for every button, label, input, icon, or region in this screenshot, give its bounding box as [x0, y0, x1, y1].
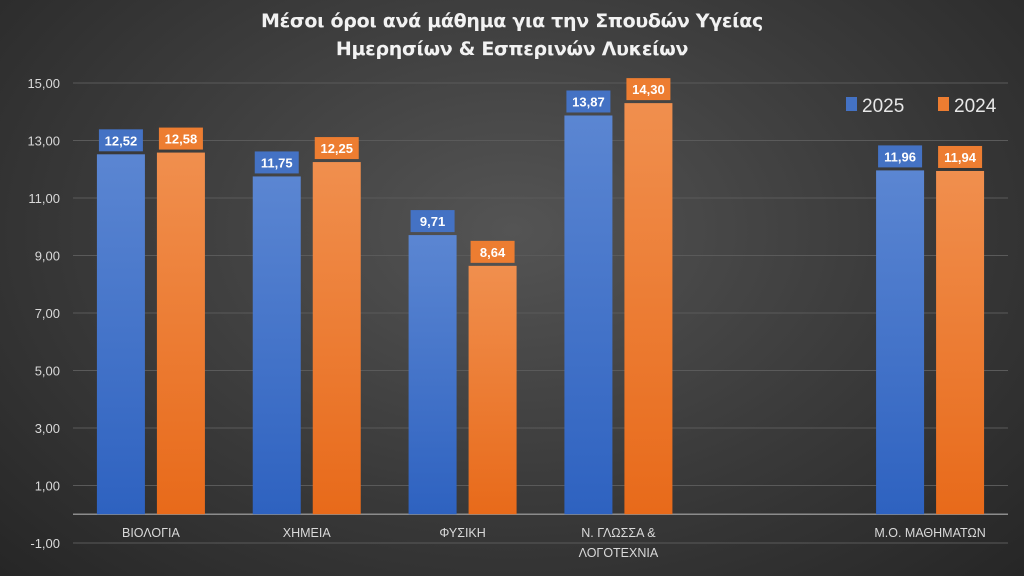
bar-2025 — [252, 176, 301, 515]
chart-title-line-2: Ημερησίων & Εσπερινών Λυκείων — [335, 38, 689, 60]
data-label-box-2025 — [878, 145, 923, 168]
x-tick-label: Μ.Ο. ΜΑΘΗΜΑΤΩΝ — [874, 526, 985, 540]
data-label-2024: 11,94 — [944, 150, 977, 165]
y-tick-label: 9,00 — [35, 249, 60, 264]
bar-2024 — [312, 162, 361, 515]
data-label-box-2024 — [470, 240, 515, 263]
y-tick-label: 15,00 — [27, 76, 60, 91]
data-label-box-2024 — [626, 78, 671, 101]
y-tick-label: 7,00 — [35, 306, 60, 321]
legend-label-2025: 2025 — [862, 96, 904, 117]
bar-2024 — [468, 265, 517, 515]
legend-swatch-2025 — [846, 97, 857, 111]
data-label-2025: 13,87 — [572, 94, 605, 109]
bar-2025 — [876, 170, 925, 515]
x-tick-label: ΒΙΟΛΟΓΙΑ — [122, 526, 180, 540]
bar-2025 — [408, 235, 457, 515]
y-tick-label: -1,00 — [30, 536, 60, 551]
data-label-box-2024 — [158, 127, 203, 150]
bar-2024 — [156, 152, 205, 515]
legend-label-2024: 2024 — [954, 96, 997, 117]
bar-2025 — [96, 154, 145, 515]
x-tick-label: Ν. ΓΛΩΣΣΑ & — [581, 526, 656, 540]
x-tick-label: ΧΗΜΕΙΑ — [283, 526, 332, 540]
data-label-box-2025 — [98, 129, 143, 152]
x-tick-label: ΛΟΓΟΤΕΧΝΙΑ — [579, 546, 659, 560]
data-label-2025: 12,52 — [105, 133, 138, 148]
y-tick-label: 5,00 — [35, 364, 60, 379]
bar-2024 — [624, 103, 673, 515]
bar-2025 — [564, 115, 613, 515]
y-tick-label: 3,00 — [35, 421, 60, 436]
bar-2024 — [936, 170, 985, 515]
data-label-2024: 12,25 — [320, 141, 353, 156]
data-label-2025: 11,75 — [261, 155, 293, 170]
data-label-2025: 11,96 — [884, 149, 916, 164]
data-label-2024: 14,30 — [632, 82, 665, 97]
y-tick-label: 13,00 — [27, 134, 60, 149]
data-label-2024: 12,58 — [165, 132, 198, 147]
data-label-2024: 8,64 — [480, 245, 506, 260]
y-tick-label: 11,00 — [28, 191, 60, 206]
data-label-box-2024 — [938, 145, 983, 168]
chart-title-line-1: Μέσοι όροι ανά μάθημα για την Σπουδών Υγ… — [260, 10, 764, 32]
data-label-2025: 9,71 — [420, 214, 445, 229]
data-label-box-2025 — [410, 210, 455, 233]
data-label-box-2024 — [314, 137, 359, 160]
x-tick-label: ΦΥΣΙΚΗ — [439, 526, 485, 540]
legend-swatch-2024 — [938, 97, 949, 111]
y-tick-label: 1,00 — [35, 479, 60, 494]
data-label-box-2025 — [254, 151, 299, 174]
data-label-box-2025 — [566, 90, 611, 113]
